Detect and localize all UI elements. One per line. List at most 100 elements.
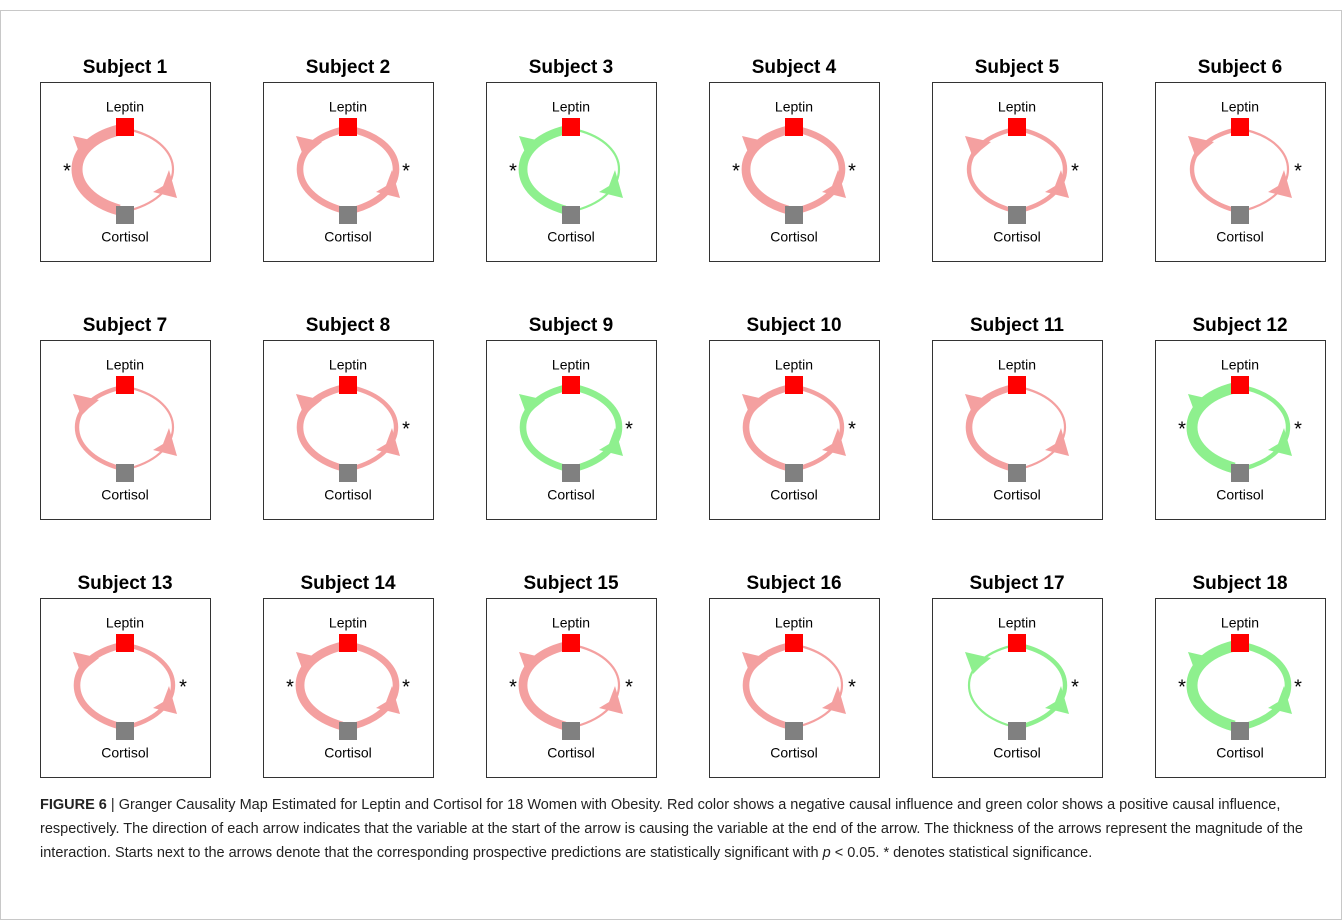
arrowhead xyxy=(73,394,99,416)
panel-title: Subject 11 xyxy=(970,315,1064,336)
caption-italic: p xyxy=(822,845,831,861)
node-label: Cortisol xyxy=(547,745,594,761)
node-label: Cortisol xyxy=(770,745,817,761)
panel-box xyxy=(40,340,211,520)
arrow-left xyxy=(741,125,790,215)
significance-star: * xyxy=(402,418,410,440)
node-label: Leptin xyxy=(998,99,1036,115)
node-label: Cortisol xyxy=(547,229,594,245)
arrowhead xyxy=(822,428,846,456)
significance-star: * xyxy=(179,676,187,698)
significance-star: * xyxy=(625,418,633,440)
node-label: Cortisol xyxy=(993,229,1040,245)
arrowhead xyxy=(742,394,768,416)
node-leptin xyxy=(339,634,357,652)
arrowhead xyxy=(599,686,623,714)
arrow-left xyxy=(1190,127,1235,213)
arrow-right xyxy=(130,128,174,212)
arrow-right xyxy=(130,643,175,729)
panel-title: Subject 17 xyxy=(969,573,1064,594)
caption-text: < 0.05. * denotes statistical significan… xyxy=(830,845,1093,861)
node-label: Leptin xyxy=(329,615,367,631)
arrowhead xyxy=(965,136,991,158)
panel-box xyxy=(263,598,434,778)
arrowhead xyxy=(599,170,623,198)
node-label: Leptin xyxy=(998,357,1036,373)
arrowhead xyxy=(376,428,400,456)
arrow-left xyxy=(295,641,344,731)
arrowhead xyxy=(965,394,991,416)
node-cortisol xyxy=(785,722,803,740)
node-label: Leptin xyxy=(1221,357,1259,373)
frame xyxy=(0,10,1342,920)
node-label: Cortisol xyxy=(1216,229,1263,245)
arrow-right xyxy=(799,126,846,214)
significance-star: * xyxy=(402,676,410,698)
node-cortisol xyxy=(339,464,357,482)
node-leptin xyxy=(1008,118,1026,136)
node-label: Cortisol xyxy=(101,487,148,503)
arrow-left xyxy=(519,384,566,472)
panel-title: Subject 14 xyxy=(300,573,395,594)
node-leptin xyxy=(116,376,134,394)
arrowhead xyxy=(296,394,322,416)
panel-title: Subject 3 xyxy=(529,57,613,78)
arrowhead xyxy=(1188,652,1214,674)
node-leptin xyxy=(1008,376,1026,394)
node-label: Leptin xyxy=(106,357,144,373)
arrow-right xyxy=(1022,643,1067,729)
node-leptin xyxy=(339,118,357,136)
arrowhead xyxy=(822,170,846,198)
node-cortisol xyxy=(1231,464,1249,482)
node-label: Cortisol xyxy=(324,745,371,761)
node-label: Cortisol xyxy=(993,745,1040,761)
arrowhead xyxy=(153,428,177,456)
arrow-left xyxy=(967,127,1012,213)
arrow-right xyxy=(799,385,844,471)
panel-title: Subject 6 xyxy=(1198,57,1282,78)
node-label: Cortisol xyxy=(1216,487,1263,503)
arrowhead xyxy=(519,652,545,674)
arrow-left xyxy=(1186,382,1236,474)
arrowhead xyxy=(73,652,99,674)
arrow-left xyxy=(518,125,567,215)
arrow-right xyxy=(353,126,400,214)
significance-star: * xyxy=(1294,676,1302,698)
significance-star: * xyxy=(1071,676,1079,698)
arrowhead xyxy=(1045,170,1069,198)
node-label: Cortisol xyxy=(993,487,1040,503)
panel-title: Subject 5 xyxy=(975,57,1060,78)
significance-star: * xyxy=(732,160,740,182)
arrow-right xyxy=(576,128,620,212)
panel-box xyxy=(709,598,880,778)
arrow-right xyxy=(576,384,623,472)
significance-star: * xyxy=(848,676,856,698)
arrow-right xyxy=(1245,128,1289,212)
node-cortisol xyxy=(1231,206,1249,224)
arrow-left xyxy=(75,385,120,471)
panel-title: Subject 9 xyxy=(529,315,613,336)
node-label: Leptin xyxy=(1221,99,1259,115)
panel-box xyxy=(709,82,880,262)
panel-title: Subject 7 xyxy=(83,315,167,336)
node-label: Cortisol xyxy=(101,229,148,245)
panel-box xyxy=(40,82,211,262)
caption-label: FIGURE 6 xyxy=(40,797,107,813)
panel-box xyxy=(263,340,434,520)
panel-title: Subject 13 xyxy=(77,573,172,594)
panel-box xyxy=(40,598,211,778)
panel-box xyxy=(932,82,1103,262)
node-leptin xyxy=(785,376,803,394)
node-leptin xyxy=(785,118,803,136)
panel-box xyxy=(486,82,657,262)
arrow-left xyxy=(742,384,789,472)
node-leptin xyxy=(1008,634,1026,652)
panel-box xyxy=(1155,340,1326,520)
panel-box xyxy=(1155,82,1326,262)
arrowhead xyxy=(519,394,545,416)
significance-star: * xyxy=(509,676,517,698)
node-cortisol xyxy=(562,722,580,740)
node-label: Cortisol xyxy=(547,487,594,503)
node-label: Leptin xyxy=(106,615,144,631)
